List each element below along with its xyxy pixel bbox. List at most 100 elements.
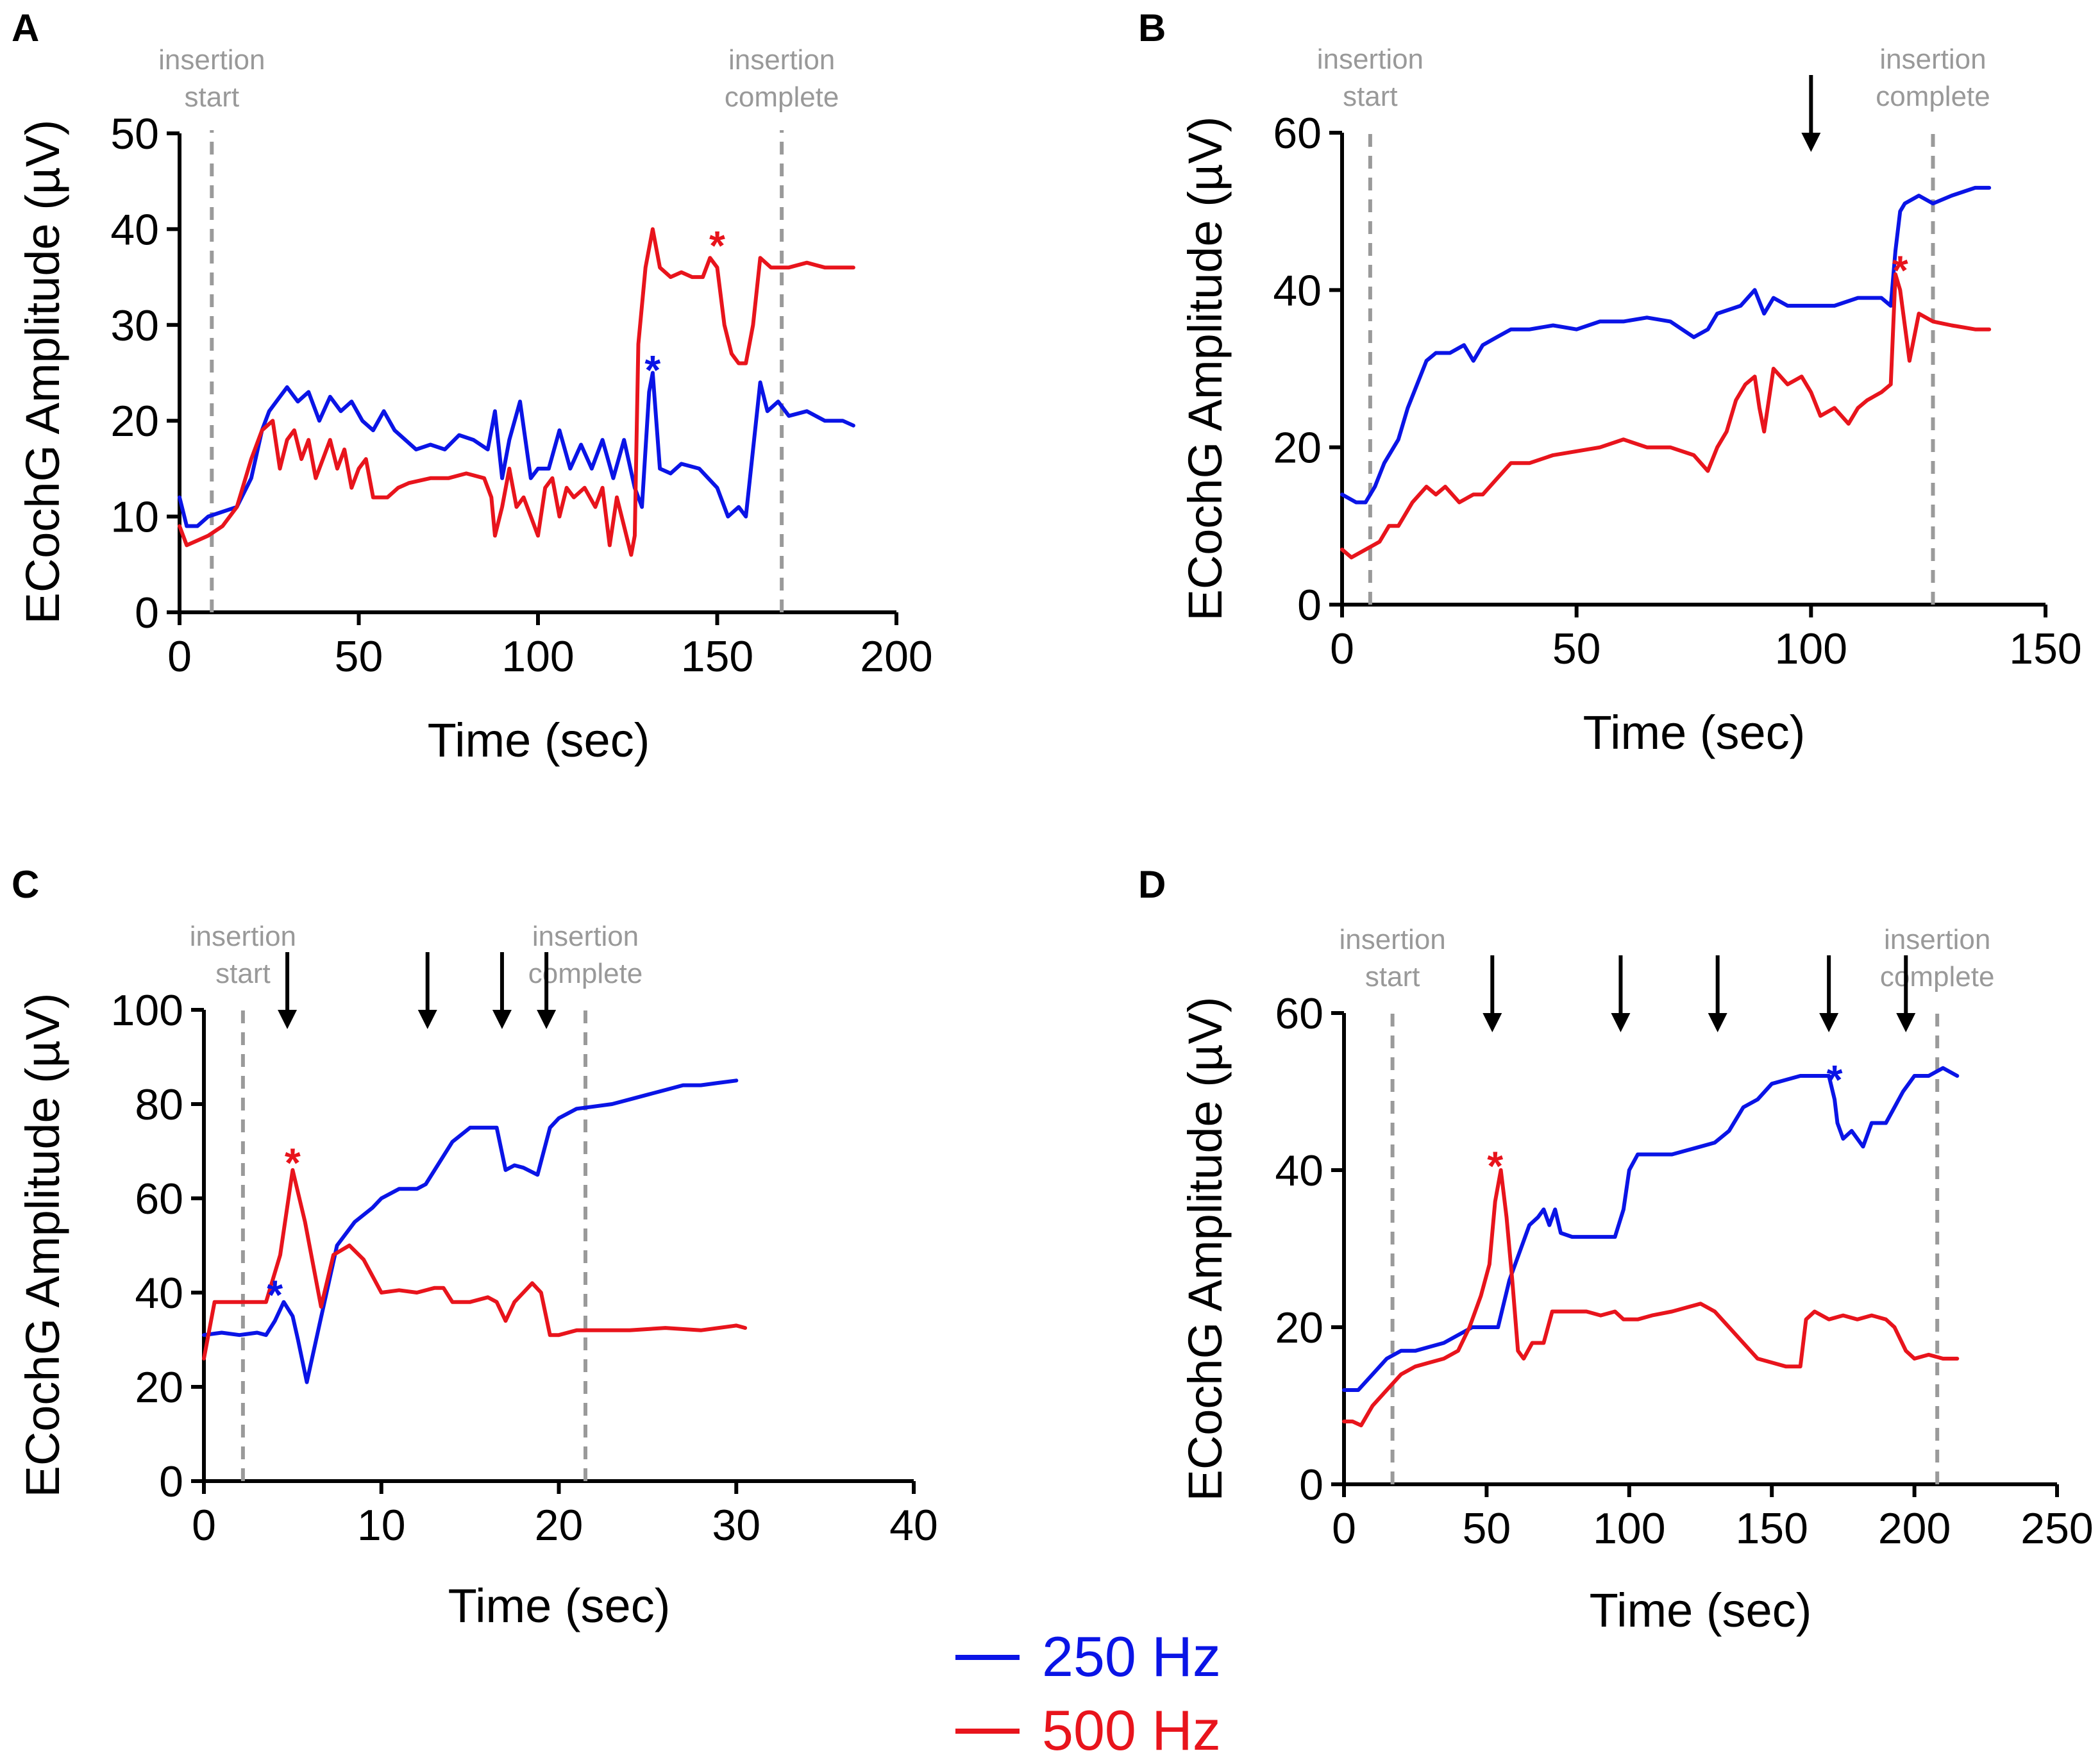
panel-c: C 0 10 20 30 40 0 20 40 60 80 100 Time (sec) ECochG A…: [12, 863, 938, 1632]
vline-label: start: [215, 958, 271, 989]
x-tick-label: 150: [681, 632, 753, 681]
y-tick-label: 20: [110, 397, 159, 446]
x-tick-label: 50: [335, 632, 383, 681]
vline-label: insertion: [158, 44, 265, 76]
x-axis-title: Time (sec): [448, 1579, 671, 1632]
significance-star: *: [644, 347, 660, 393]
significance-star: *: [285, 1140, 301, 1186]
x-tick-label: 0: [1332, 1504, 1356, 1553]
series-line-500hz: [1340, 272, 1992, 560]
y-tick-label: 40: [135, 1269, 183, 1318]
x-tick-label: 0: [192, 1501, 216, 1550]
panel-letter: A: [12, 6, 39, 49]
y-axis-title: ECochG Amplitude (µV): [1179, 116, 1232, 621]
down-arrow-head-icon: [1611, 1013, 1631, 1032]
x-axis-title: Time (sec): [1583, 706, 1806, 759]
y-tick-label: 40: [1273, 266, 1322, 315]
down-arrow-head-icon: [1708, 1013, 1727, 1032]
vline-label: insertion: [1339, 924, 1445, 955]
series-line-500hz: [1342, 1168, 1960, 1428]
significance-star: *: [709, 222, 725, 269]
series-line-500hz: [178, 227, 855, 557]
y-tick-label: 30: [110, 301, 159, 350]
legend-label-250hz: 250 Hz: [1042, 1625, 1221, 1688]
vline-label: start: [1343, 81, 1398, 112]
x-tick-label: 200: [1878, 1504, 1951, 1553]
panel-b: B 0 50 100 150 0 20 40 60 Time (sec) ECochG Amplit…: [1138, 6, 2082, 759]
series-line-250hz: [1342, 1066, 1960, 1392]
y-tick-label: 100: [111, 986, 183, 1035]
y-tick-label: 40: [110, 205, 159, 254]
significance-star: *: [1827, 1057, 1843, 1103]
x-tick-label: 30: [712, 1501, 760, 1550]
y-tick-label: 0: [135, 589, 159, 637]
x-axis-title: Time (sec): [428, 714, 650, 767]
y-tick-label: 60: [1273, 109, 1322, 158]
series-line-250hz: [178, 371, 855, 528]
y-tick-label: 20: [1273, 424, 1322, 473]
down-arrow-head-icon: [537, 1010, 557, 1029]
y-tick-label: 60: [135, 1175, 183, 1223]
vline-label: insertion: [190, 921, 296, 952]
y-tick-label: 0: [159, 1457, 183, 1506]
x-tick-label: 150: [1735, 1504, 1808, 1553]
y-tick-label: 0: [1299, 1461, 1323, 1509]
legend-label-500hz: 500 Hz: [1042, 1698, 1221, 1760]
x-tick-label: 50: [1552, 624, 1601, 673]
down-arrow-head-icon: [417, 1010, 437, 1029]
y-tick-label: 20: [135, 1363, 183, 1412]
x-tick-label: 50: [1463, 1504, 1511, 1553]
y-tick-label: 10: [110, 493, 159, 542]
vline-label: insertion: [1884, 924, 1990, 955]
vline-label: insertion: [532, 921, 639, 952]
x-tick-label: 100: [1775, 624, 1847, 673]
panel-a: A 0 50 100 150 200 0 10 20 30 40 50 Time (sec) ECochG…: [12, 6, 933, 767]
x-tick-label: 10: [357, 1501, 406, 1550]
y-axis-title: ECochG Amplitude (µV): [16, 119, 69, 624]
down-arrow-head-icon: [1896, 1013, 1916, 1032]
x-tick-label: 150: [2009, 624, 2081, 673]
y-tick-label: 60: [1275, 989, 1323, 1038]
x-tick-label: 40: [889, 1501, 938, 1550]
y-axis-title: ECochG Amplitude (µV): [16, 993, 69, 1497]
panel-letter: D: [1138, 863, 1166, 906]
y-axis-title: ECochG Amplitude (µV): [1179, 996, 1232, 1501]
x-tick-label: 250: [2020, 1504, 2093, 1553]
y-tick-label: 20: [1275, 1303, 1323, 1352]
panel-letter: B: [1138, 6, 1166, 49]
down-arrow-head-icon: [492, 1010, 512, 1029]
panel-d: D 0 50 100 150 200 250 0 20 40 60 Time (sec) ECochG …: [1138, 863, 2094, 1637]
down-arrow-head-icon: [1819, 1013, 1839, 1032]
vline-label: insertion: [728, 44, 835, 76]
x-tick-label: 100: [501, 632, 574, 681]
x-tick-label: 0: [1330, 624, 1354, 673]
vline-label: complete: [1880, 961, 1995, 993]
down-arrow-head-icon: [1483, 1013, 1502, 1032]
y-tick-label: 0: [1297, 581, 1322, 630]
y-tick-label: 40: [1275, 1146, 1323, 1195]
series-line-250hz: [202, 1078, 739, 1384]
vline-label: insertion: [1317, 44, 1424, 75]
y-tick-label: 50: [110, 110, 159, 158]
vline-label: complete: [725, 81, 839, 113]
series-line-250hz: [1340, 185, 1992, 505]
vline-label: complete: [1876, 81, 1990, 112]
vline-label: start: [1365, 961, 1420, 993]
x-tick-label: 20: [535, 1501, 584, 1550]
vline-label: start: [185, 81, 240, 113]
significance-star: *: [267, 1271, 283, 1318]
down-arrow-head-icon: [278, 1010, 298, 1029]
panel-letter: C: [12, 863, 39, 906]
significance-star: *: [1892, 247, 1908, 293]
series-line-500hz: [202, 1168, 748, 1361]
y-tick-label: 80: [135, 1080, 183, 1129]
significance-star: *: [1487, 1143, 1503, 1189]
legend: 250 Hz 500 Hz: [955, 1625, 1221, 1760]
x-tick-label: 100: [1593, 1504, 1665, 1553]
vline-label: insertion: [1879, 44, 1986, 75]
down-arrow-head-icon: [1801, 133, 1821, 152]
x-axis-title: Time (sec): [1590, 1584, 1812, 1637]
x-tick-label: 0: [167, 632, 192, 681]
